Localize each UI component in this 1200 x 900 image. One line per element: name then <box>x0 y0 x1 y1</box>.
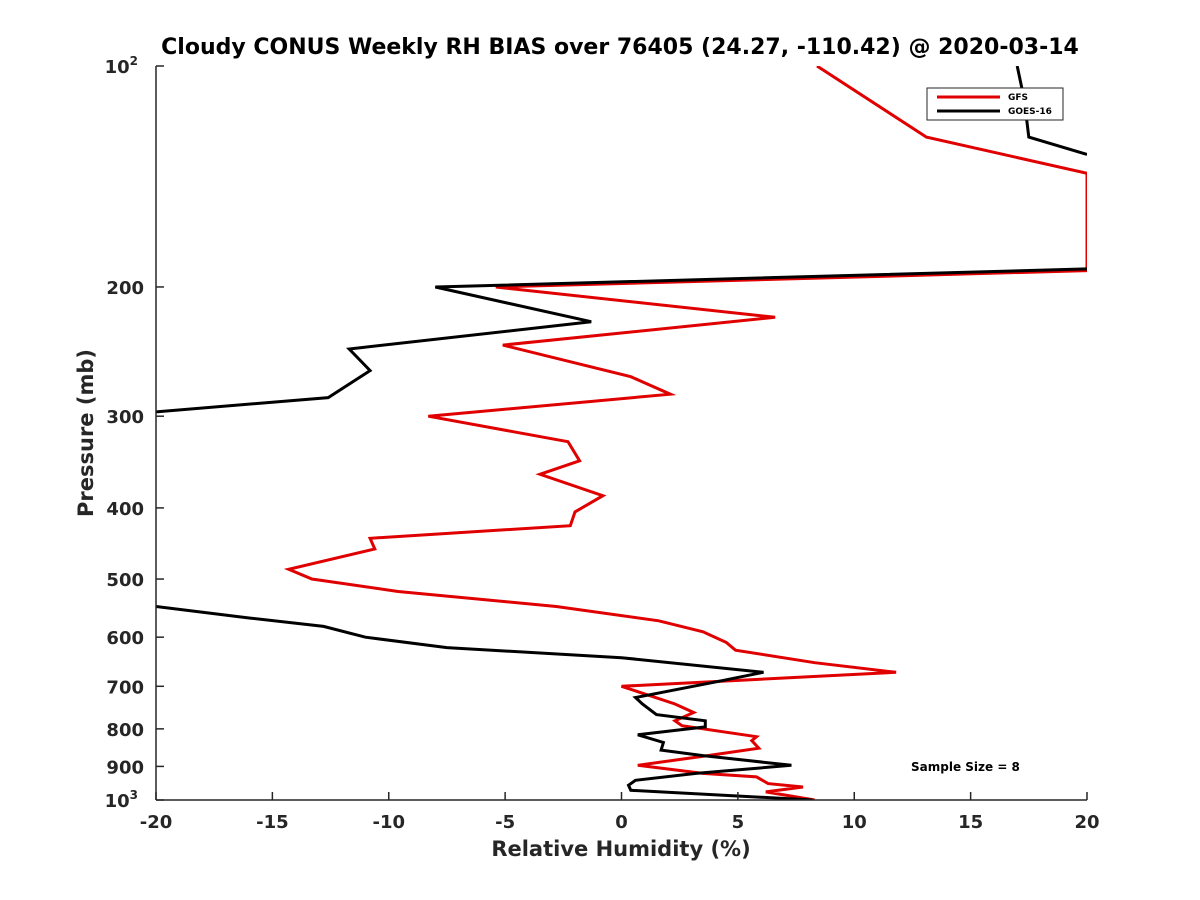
x-tick-label: -10 <box>372 812 405 833</box>
y-tick-label: 700 <box>106 677 144 698</box>
y-tick-label: 102 <box>105 54 138 78</box>
y-axis-label: Pressure (mb) <box>74 349 98 517</box>
sample-size-annotation: Sample Size = 8 <box>911 760 1020 774</box>
x-tick-label: 0 <box>615 812 628 833</box>
y-tick-label: 600 <box>106 628 144 649</box>
x-tick-label: -15 <box>256 812 289 833</box>
y-tick-label: 800 <box>106 720 144 741</box>
x-tick-label: 10 <box>842 812 867 833</box>
x-tick-label: -20 <box>140 812 173 833</box>
legend: GFS GOES-16 <box>926 87 1064 121</box>
y-tick-label: 400 <box>106 499 144 520</box>
y-ticks: 102 200 300 400 500 600 700 800 900 103 <box>105 54 164 812</box>
y-tick-label: 500 <box>106 570 144 591</box>
legend-box <box>926 87 1064 121</box>
series-line-goes-16 <box>156 605 813 800</box>
series-layer <box>156 66 1087 800</box>
x-tick-label: 15 <box>958 812 983 833</box>
series-line-gfs <box>283 66 1087 800</box>
x-axis-label: Relative Humidity (%) <box>491 837 750 861</box>
series-line-goes-16-upper <box>156 267 1087 414</box>
chart-title: Cloudy CONUS Weekly RH BIAS over 76405 (… <box>161 35 1079 60</box>
legend-label: GOES-16 <box>1008 107 1052 117</box>
y-tick-label: 200 <box>106 278 144 299</box>
x-ticks: -20 -15 -10 -5 0 5 10 15 20 <box>140 792 1100 833</box>
y-tick-label: 900 <box>106 757 144 778</box>
x-tick-label: 5 <box>732 812 745 833</box>
x-tick-label: 20 <box>1074 812 1099 833</box>
x-tick-label: -5 <box>495 812 515 833</box>
y-tick-label: 300 <box>106 407 144 428</box>
y-tick-label: 103 <box>105 788 138 812</box>
legend-label: GFS <box>1008 93 1028 103</box>
